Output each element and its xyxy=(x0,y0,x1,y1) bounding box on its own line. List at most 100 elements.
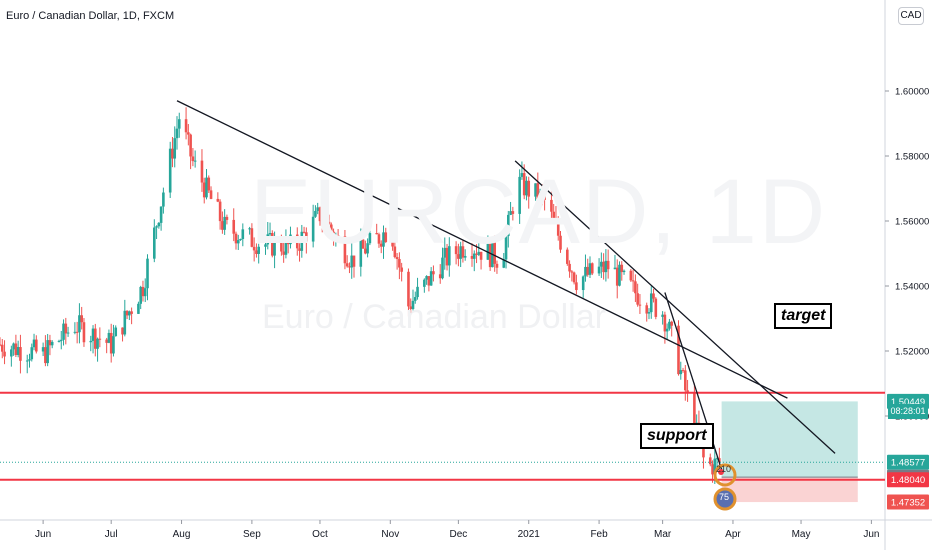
profit-zone xyxy=(721,401,858,478)
y-tick-label: 1.58000 xyxy=(895,152,929,163)
candle-body xyxy=(411,300,415,310)
trend-line-downtrend-2 xyxy=(514,160,836,454)
candle-body xyxy=(280,239,283,252)
candle-body xyxy=(427,276,431,286)
x-tick-label: Sep xyxy=(243,529,261,540)
candle-body xyxy=(713,458,717,475)
candle-body xyxy=(638,304,642,306)
candle-body xyxy=(284,238,288,255)
candle-body xyxy=(520,173,524,177)
candle-body xyxy=(461,246,465,258)
x-tick-label: 2021 xyxy=(518,529,541,540)
candle-body xyxy=(708,457,712,465)
candle-body xyxy=(377,234,381,244)
candle-body xyxy=(46,340,49,364)
candle-body xyxy=(189,134,192,157)
candle-body xyxy=(139,286,142,304)
candle-body xyxy=(518,176,521,214)
candle-body xyxy=(336,235,340,237)
emblem-icon xyxy=(713,463,737,511)
candle-body xyxy=(64,323,68,334)
candle-body xyxy=(316,207,319,211)
candle-body xyxy=(295,234,299,249)
candle-body xyxy=(588,263,592,275)
candle-body xyxy=(96,338,99,349)
x-tick-label: Feb xyxy=(590,529,608,540)
y-tick-label: 1.54000 xyxy=(895,282,929,293)
candle-body xyxy=(375,233,378,235)
candle-body xyxy=(511,211,515,214)
candle-body xyxy=(109,332,113,354)
watermark-name: Euro / Canadian Dollar xyxy=(262,298,606,336)
candle-body xyxy=(59,339,63,341)
y-tick-label: 1.52000 xyxy=(895,347,929,358)
candle-body xyxy=(613,267,617,270)
candle-body xyxy=(248,228,251,230)
candle-body xyxy=(48,340,52,346)
price-tag-label: 1.47352 xyxy=(891,498,925,509)
candle-body xyxy=(191,156,195,162)
support-label: support xyxy=(640,423,714,449)
price-tag-label: 1.48577 xyxy=(891,458,925,469)
candle-body xyxy=(425,276,428,280)
candle-body xyxy=(359,239,363,267)
watermark-symbol: EURCAD, 1D xyxy=(250,161,828,263)
candle-body xyxy=(647,312,651,314)
candle-body xyxy=(413,297,417,301)
candle-body xyxy=(556,221,560,236)
candle-body xyxy=(345,263,349,267)
candle-body xyxy=(0,344,4,352)
candle-body xyxy=(475,253,478,255)
trend-line-downtrend-1 xyxy=(176,100,788,399)
candle-body xyxy=(0,344,2,346)
candle-body xyxy=(470,256,474,259)
candle-body xyxy=(73,331,77,333)
candle-body xyxy=(493,242,496,264)
candle-body xyxy=(572,272,576,283)
candle-body xyxy=(143,288,147,297)
candle-body xyxy=(407,271,410,307)
candle-body xyxy=(121,327,124,335)
candle-body xyxy=(130,311,133,314)
candle-body xyxy=(581,276,585,291)
candle-body xyxy=(282,251,285,255)
candle-body xyxy=(541,191,544,195)
candle-body xyxy=(30,347,34,360)
candle-body xyxy=(305,232,308,242)
candle-body xyxy=(41,347,45,352)
candle-body xyxy=(536,183,540,202)
candle-body xyxy=(502,259,506,268)
candle-body xyxy=(173,138,177,159)
candle-body xyxy=(602,261,605,273)
y-tick-label: 1.56000 xyxy=(895,217,929,228)
countdown-tag: 08:28:01 xyxy=(888,404,928,419)
candle-body xyxy=(3,351,6,357)
target-label: target xyxy=(774,303,833,329)
candle-body xyxy=(32,339,36,348)
candle-body xyxy=(62,323,65,340)
price-tag-box xyxy=(887,494,929,510)
candle-body xyxy=(168,148,172,193)
candle-body xyxy=(382,232,385,247)
price-tag-box xyxy=(887,472,929,488)
candle-body xyxy=(379,243,383,247)
candle-body xyxy=(184,119,188,133)
price-tag-label: 1.48040 xyxy=(891,475,925,486)
candle-body xyxy=(575,282,578,291)
candle-body xyxy=(107,332,111,343)
candle-body xyxy=(171,148,174,159)
candle-body xyxy=(16,347,20,355)
candle-body xyxy=(334,235,338,239)
candle-body xyxy=(366,243,369,254)
candle-body xyxy=(155,226,158,228)
candle-body xyxy=(300,231,304,251)
emblem-top-text: 210 xyxy=(716,464,732,474)
chart-title: Euro / Canadian Dollar, 1D, FXCM xyxy=(6,10,175,22)
candle-body xyxy=(586,266,590,275)
candle-body xyxy=(665,328,669,332)
candle-body xyxy=(454,246,458,255)
currency-button[interactable]: CAD xyxy=(898,7,924,25)
candle-body xyxy=(14,343,18,355)
